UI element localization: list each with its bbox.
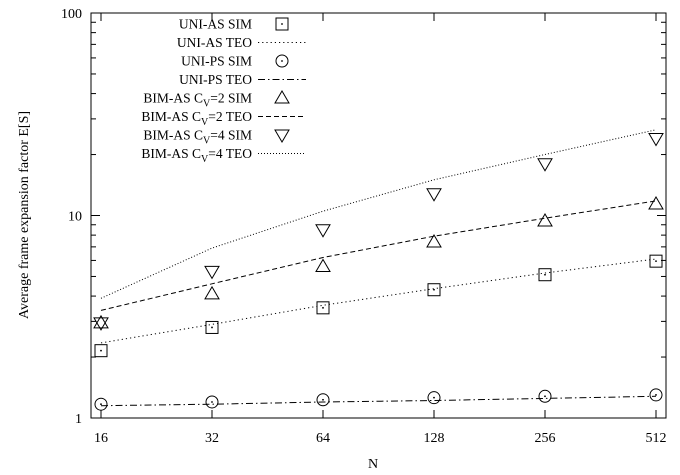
series-6 [93,133,664,331]
x-tick-label: 64 [316,431,330,446]
x-tick-label: 32 [205,431,219,446]
legend-marker [274,90,290,104]
data-point-center [433,396,435,399]
data-point [537,212,553,227]
axis-ticks [91,12,666,419]
y-tick-label: 1 [75,412,82,427]
x-axis-title: N [368,457,378,472]
legend-label: BIM-AS CV=2 SIM [143,91,252,110]
series-7 [100,129,657,299]
y-tick-label: 10 [68,210,82,225]
legend-label: BIM-AS CV=4 SIM [143,128,252,147]
data-point [205,320,219,334]
y-tick-label: 100 [61,7,82,22]
data-point [649,254,663,268]
x-tick-label: 256 [535,431,556,446]
series-1 [100,258,657,344]
data-point [538,268,552,282]
legend-marker-center [281,60,283,62]
legend-label: UNI-PS TEO [179,72,252,87]
data-point-center [100,403,102,406]
data-point [315,258,331,272]
series-2 [94,388,663,411]
plot-frame [90,12,667,419]
legend-label: BIM-AS CV=4 TEO [141,146,252,165]
series-4 [93,195,664,329]
series-0 [94,254,663,358]
data-point [204,265,220,280]
data-point [649,388,663,402]
legend-marker [275,54,289,68]
legend-marker-center [281,23,283,25]
data-point [94,397,108,411]
data-point-center [322,398,324,401]
data-point-center [322,306,324,309]
data-point [205,395,219,409]
series-layer [93,129,664,411]
data-point [93,317,109,331]
series-line [100,395,657,407]
legend-marker [274,129,290,143]
series-5 [100,200,657,311]
data-point-center [100,349,102,352]
legend: UNI-AS SIM UNI-AS TEO UNI-PS SIM UNI-PS TEO… [141,17,306,165]
x-tick-label: 16 [94,431,108,446]
data-point [426,233,442,248]
series-line [100,200,657,311]
legend-label: UNI-AS SIM [179,17,252,32]
data-point-center [655,260,657,263]
legend-marker [275,17,289,31]
data-point-center [544,395,546,398]
axis-tick-labels: 16 32 64 128 256 512 1 10 100 [61,7,667,446]
data-point [93,314,109,329]
data-point [315,224,331,238]
x-tick-label: 512 [646,431,667,446]
data-point [316,301,330,315]
legend-label: BIM-AS CV=2 TEO [141,109,252,128]
data-point-center [211,401,213,403]
data-point [426,188,442,202]
data-point-center [544,273,546,276]
data-point [94,344,108,358]
series-line [100,129,657,299]
data-point [427,283,441,297]
data-point [648,133,664,147]
x-tick-label: 128 [424,431,445,446]
data-point [648,195,664,210]
data-point-center [211,326,213,329]
y-axis-title: Average frame expansion factor E[S] [17,111,32,319]
data-point [538,389,552,403]
legend-label: UNI-PS SIM [181,54,252,69]
series-line [100,258,657,344]
data-point-center [655,394,657,396]
data-point [204,285,220,300]
data-point [537,158,553,172]
series-3 [100,395,657,407]
data-point [316,393,330,407]
legend-label: UNI-AS TEO [177,35,252,50]
data-point [427,391,441,405]
